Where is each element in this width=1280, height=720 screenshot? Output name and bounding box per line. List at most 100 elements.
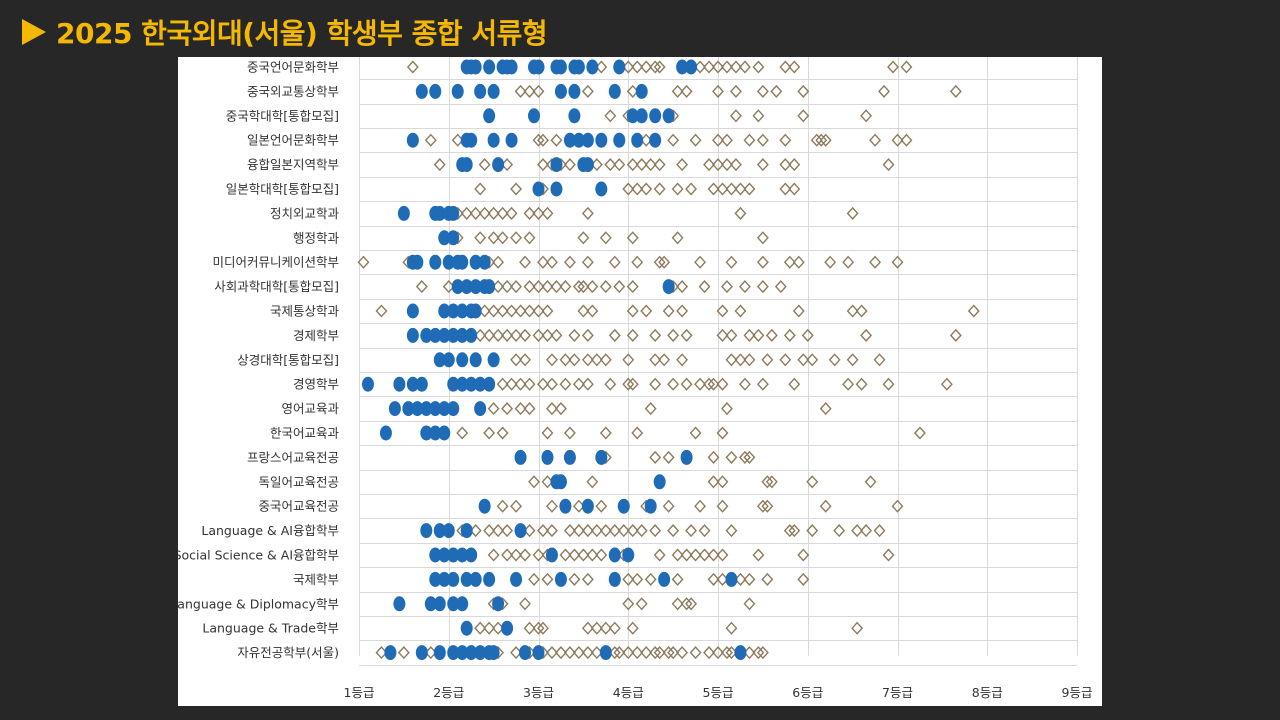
point-diamond	[599, 353, 612, 367]
point-diamond	[644, 572, 657, 586]
point-circle	[554, 83, 567, 99]
point-circle	[653, 474, 666, 490]
point-diamond	[846, 206, 859, 220]
point-diamond	[797, 84, 810, 98]
point-diamond	[738, 450, 751, 464]
point-circle	[676, 59, 689, 75]
point-circle	[559, 498, 572, 514]
point-diamond	[967, 304, 980, 318]
point-diamond	[415, 280, 428, 294]
point-diamond	[788, 524, 801, 538]
point-circle	[460, 157, 473, 173]
point-diamond	[433, 158, 446, 172]
point-circle	[483, 279, 496, 295]
point-circle	[429, 571, 442, 587]
point-diamond	[649, 450, 662, 464]
point-diamond	[640, 646, 653, 660]
point-diamond	[815, 133, 828, 147]
point-circle	[465, 376, 478, 392]
point-diamond	[541, 304, 554, 318]
point-diamond	[765, 475, 778, 489]
point-diamond	[685, 597, 698, 611]
point-circle	[528, 108, 541, 124]
x-tick-label: 4등급	[613, 685, 644, 700]
point-diamond	[900, 60, 913, 74]
point-diamond	[662, 304, 675, 318]
point-circle	[474, 645, 487, 661]
point-circle	[433, 596, 446, 612]
point-circle	[586, 59, 599, 75]
point-diamond	[581, 377, 594, 391]
point-diamond	[761, 572, 774, 586]
point-diamond	[510, 328, 523, 342]
point-circle	[469, 59, 482, 75]
point-diamond	[756, 133, 769, 147]
point-diamond	[721, 280, 733, 294]
point-diamond	[581, 646, 594, 660]
point-circle	[563, 132, 576, 148]
point-diamond	[806, 475, 819, 489]
point-diamond	[855, 377, 868, 391]
point-diamond	[721, 402, 733, 416]
point-diamond	[546, 646, 558, 660]
point-diamond	[676, 646, 689, 660]
point-diamond	[608, 524, 621, 538]
point-circle	[429, 425, 442, 441]
point-diamond	[559, 280, 572, 294]
point-circle	[393, 376, 406, 392]
point-diamond	[550, 328, 563, 342]
point-diamond	[532, 133, 545, 147]
point-diamond	[725, 450, 738, 464]
point-diamond	[537, 621, 549, 635]
point-diamond	[738, 377, 751, 391]
point-circle	[532, 181, 545, 197]
point-diamond	[590, 524, 603, 538]
point-diamond	[658, 255, 671, 269]
point-diamond	[770, 84, 783, 98]
point-diamond	[756, 499, 769, 513]
point-circle	[456, 303, 469, 319]
point-diamond	[680, 597, 693, 611]
point-diamond	[671, 572, 684, 586]
point-diamond	[496, 206, 509, 220]
chart-panel: 중국언어문화학부 중국외교통상학부 중국학대학[통합모집] 일본언어문화학부 융합일본지…	[178, 57, 1102, 706]
category-label: 자유전공학부(서울)	[237, 645, 339, 660]
point-circle	[501, 620, 514, 636]
point-diamond	[698, 524, 711, 538]
point-circle	[514, 523, 527, 539]
point-diamond	[505, 304, 518, 318]
point-circle	[554, 571, 567, 587]
point-diamond	[716, 328, 729, 342]
point-circle	[456, 254, 469, 270]
point-circle	[415, 83, 428, 99]
point-diamond	[712, 646, 724, 660]
point-circle	[514, 449, 527, 465]
point-diamond	[496, 231, 509, 245]
point-diamond	[779, 133, 792, 147]
point-diamond	[483, 524, 496, 538]
point-circle	[635, 108, 648, 124]
point-diamond	[577, 231, 590, 245]
point-circle	[415, 645, 428, 661]
point-circle	[442, 352, 455, 368]
point-diamond	[626, 377, 639, 391]
point-diamond	[649, 328, 662, 342]
point-circle	[613, 59, 626, 75]
point-circle	[608, 571, 621, 587]
point-diamond	[590, 353, 603, 367]
point-diamond	[568, 572, 581, 586]
point-diamond	[537, 158, 549, 172]
point-diamond	[626, 231, 639, 245]
point-diamond	[716, 548, 729, 562]
point-circle	[460, 279, 473, 295]
point-diamond	[792, 255, 805, 269]
point-diamond	[752, 646, 765, 660]
point-diamond	[532, 280, 545, 294]
point-diamond	[532, 84, 545, 98]
point-diamond	[671, 597, 684, 611]
point-diamond	[622, 377, 635, 391]
point-diamond	[743, 572, 756, 586]
point-diamond	[563, 646, 576, 660]
point-diamond	[801, 328, 814, 342]
point-circle	[572, 59, 585, 75]
